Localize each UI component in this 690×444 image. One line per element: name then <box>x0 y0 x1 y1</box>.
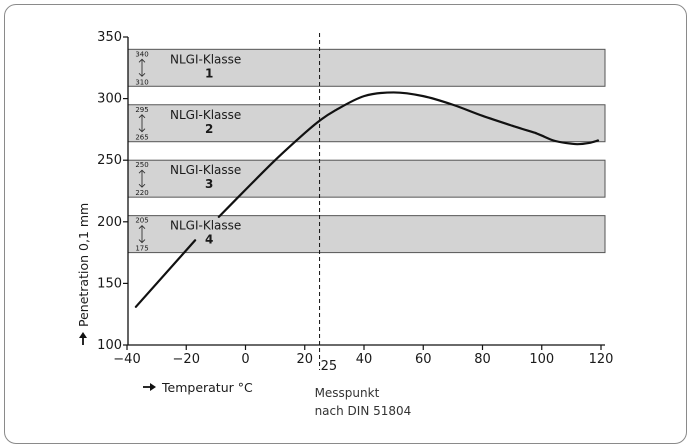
band-label: NLGI-Klasse <box>170 163 241 177</box>
y-tick-label: 150 <box>97 276 122 291</box>
penetration-curve <box>134 91 600 308</box>
band-number: 2 <box>205 122 213 136</box>
y-tick-label: 100 <box>97 338 122 353</box>
band-number: 3 <box>205 177 213 191</box>
band-max-label: 340 <box>135 50 148 58</box>
curve-segment-1 <box>134 239 197 308</box>
x-tick-label: 100 <box>529 352 554 367</box>
x-tick-label: 0 <box>241 352 249 367</box>
band-number: 1 <box>205 66 213 80</box>
x-tick-label: 40 <box>356 352 373 367</box>
band-min-label: 220 <box>135 189 148 197</box>
x-tick-label: −20 <box>173 352 200 367</box>
x-axis-label: Temperatur °C <box>161 380 253 395</box>
x-ticks: −40 −20 0 20 40 60 80 100 120 <box>113 345 613 367</box>
y-tick-label: 250 <box>97 153 122 168</box>
double-arrow-icon <box>138 58 146 77</box>
axes <box>127 37 605 346</box>
band-max-label: 295 <box>135 106 148 114</box>
reference-note-line2: nach DIN 51804 <box>315 404 412 418</box>
double-arrow-icon <box>138 114 146 133</box>
curve-segment-2 <box>217 91 537 218</box>
y-tick-label: 200 <box>97 215 122 230</box>
x-tick-label: 80 <box>474 352 491 367</box>
band-min-label: 265 <box>135 134 148 142</box>
y-tick-label: 350 <box>97 30 122 45</box>
y-axis-label: Penetration 0,1 mm <box>76 203 91 327</box>
band-rect <box>127 215 606 254</box>
curve-segment-3 <box>534 131 600 146</box>
double-arrow-icon <box>138 169 146 188</box>
band-label: NLGI-Klasse <box>170 219 241 233</box>
band-rect <box>127 159 606 198</box>
y-tick-label: 300 <box>97 92 122 107</box>
band-min-label: 175 <box>135 245 148 253</box>
double-arrow-icon <box>138 225 146 244</box>
band-label: NLGI-Klasse <box>170 108 241 122</box>
nlgi-bands: 340310NLGI-Klasse1295265NLGI-Klasse22502… <box>127 48 606 254</box>
x-tick-label: 120 <box>589 352 614 367</box>
band-number: 4 <box>205 233 213 247</box>
band-max-label: 205 <box>135 217 148 225</box>
reference-note-line1: Messpunkt <box>315 386 380 400</box>
x-tick-label: 60 <box>415 352 432 367</box>
y-ticks: 100 150 200 250 300 350 <box>97 30 128 353</box>
x-tick-label: −40 <box>113 352 140 367</box>
x-tick-label: 20 <box>296 352 313 367</box>
reference-x-label: 25 <box>321 359 338 374</box>
band-max-label: 250 <box>135 161 148 169</box>
band-min-label: 310 <box>135 78 148 86</box>
band-rect <box>127 48 606 87</box>
x-axis-label-group: Temperatur °C <box>143 380 253 395</box>
y-axis-label-group: Penetration 0,1 mm <box>76 203 91 345</box>
nlgi-penetration-chart: 340310NLGI-Klasse1295265NLGI-Klasse22502… <box>76 30 613 418</box>
band-rect <box>127 104 606 143</box>
band-label: NLGI-Klasse <box>170 52 241 66</box>
